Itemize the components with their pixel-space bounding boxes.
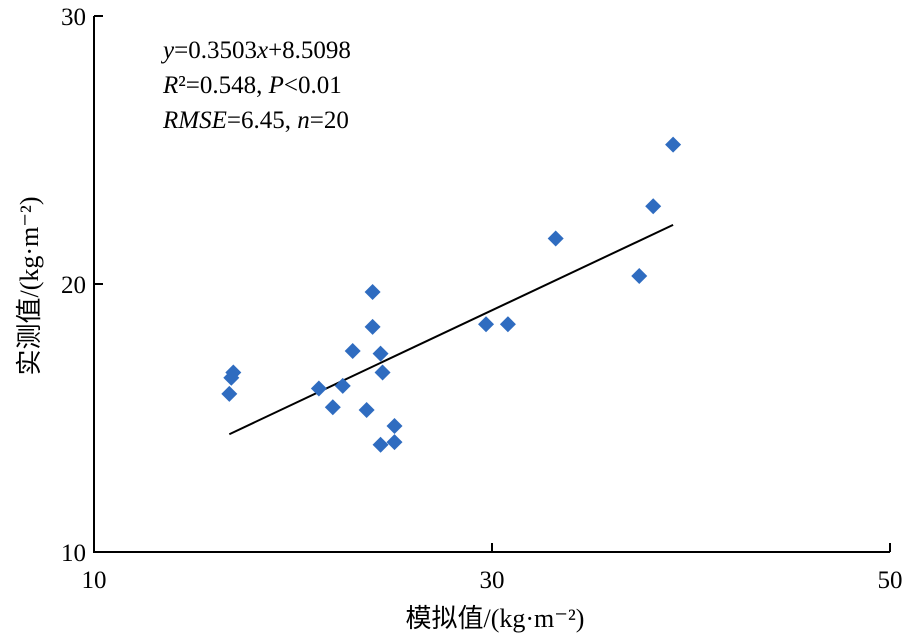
data-point	[631, 267, 648, 284]
data-point	[386, 418, 403, 435]
x-tick-label: 50	[878, 567, 903, 594]
data-point	[372, 345, 389, 362]
regression-line	[228, 223, 674, 436]
data-point	[478, 316, 495, 333]
y-axis-title: 实测值/(kg·m⁻²)	[15, 197, 44, 376]
y-tick-label: 30	[61, 4, 86, 31]
data-point	[665, 136, 682, 153]
data-point	[372, 436, 389, 453]
x-tick-label: 30	[480, 567, 505, 594]
fit-line-group	[228, 223, 674, 436]
r2-annotation: R²=0.548, P<0.01	[162, 72, 342, 99]
data-points	[221, 136, 682, 453]
data-point	[310, 380, 327, 397]
data-point	[364, 284, 381, 301]
x-tick-label: 10	[82, 567, 107, 594]
annotations: y=0.3503x+8.5098 R²=0.548, P<0.01 RMSE=6…	[160, 37, 351, 134]
data-point	[324, 399, 341, 416]
data-point	[364, 318, 381, 335]
rmse-annotation: RMSE=6.45, n=20	[162, 107, 349, 134]
data-point	[334, 377, 351, 394]
axes: 10 20 30 10 30 50	[61, 4, 903, 594]
data-point	[547, 230, 564, 247]
data-point	[499, 316, 516, 333]
data-point	[225, 364, 242, 381]
equation-annotation: y=0.3503x+8.5098	[160, 37, 351, 64]
x-axis-title: 模拟值/(kg·m⁻²)	[406, 604, 585, 633]
data-point	[374, 364, 391, 381]
data-point	[645, 198, 662, 215]
data-point	[358, 401, 375, 418]
data-point	[221, 385, 238, 402]
y-tick-label: 10	[61, 540, 86, 567]
data-point	[344, 343, 361, 359]
data-point	[386, 434, 403, 451]
y-tick-label: 20	[61, 272, 86, 299]
